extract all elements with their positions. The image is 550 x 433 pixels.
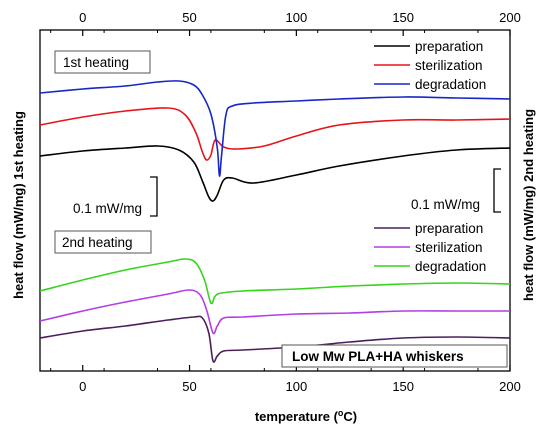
y-axis-title-left: heat flow (mW/mg) 1st heating (11, 111, 26, 299)
y-axis-title-right: heat flow (mW/mg) 2nd heating (521, 109, 536, 301)
x-tick-label-top-0: 0 (79, 10, 86, 25)
series-layer (39, 80, 511, 363)
x-tick-label-top-50: 50 (182, 10, 196, 25)
x-axis-title-degree: o (338, 408, 344, 418)
scale-label-left: 0.1 mW/mg (73, 201, 142, 216)
scale-label-right: 0.1 mW/mg (411, 197, 480, 212)
series-line-preparation-1st (39, 145, 511, 202)
x-axis-title: temperature (oC) (255, 408, 357, 424)
series-line-degradation-1st (39, 80, 511, 177)
x-tick-label-bottom-100: 100 (286, 379, 308, 394)
x-tick-label-bottom-50: 50 (182, 379, 196, 394)
sample-label-box (281, 344, 508, 368)
legend-label-preparation-1st: preparation (415, 39, 483, 54)
axis-ticks (50, 30, 511, 371)
second-heating-label: 2nd heating (62, 235, 133, 250)
x-tick-label-bottom-0: 0 (79, 379, 86, 394)
series-line-sterilization-1st (39, 107, 511, 161)
series-line-preparation-2nd (39, 315, 511, 363)
first-heating-label: 1st heating (63, 55, 129, 70)
scale-bar-right (493, 168, 501, 213)
x-tick-label-bottom-150: 150 (392, 379, 414, 394)
legend-label-degradation-2nd: degradation (415, 259, 486, 274)
legend-label-sterilization-1st: sterilization (415, 58, 483, 73)
x-tick-label-top-100: 100 (286, 10, 308, 25)
scale-bar-left (150, 176, 158, 217)
legend-label-sterilization-2nd: sterilization (415, 240, 483, 255)
x-tick-label-top-200: 200 (499, 10, 521, 25)
plot-frame (39, 29, 511, 372)
x-axis-title-suffix: C) (343, 409, 357, 424)
first-heating-box (54, 50, 151, 74)
x-tick-label-bottom-200: 200 (499, 379, 521, 394)
x-tick-label-top-150: 150 (392, 10, 414, 25)
x-axis-title-prefix: temperature ( (255, 409, 339, 424)
legend-label-preparation-2nd: preparation (415, 221, 483, 236)
second-heating-box (54, 230, 152, 254)
sample-label: Low Mw PLA+HA whiskers (292, 349, 464, 364)
legend-2nd-heating: preparation sterilization degradation (374, 221, 486, 274)
series-line-sterilization-2nd (39, 289, 510, 335)
legend-label-degradation-1st: degradation (415, 77, 486, 92)
x-tick-labels-top: 0 50 100 150 200 (79, 10, 521, 25)
legend-1st-heating: preparation sterilization degradation (374, 39, 486, 92)
series-line-degradation-2nd (39, 258, 511, 305)
x-tick-labels-bottom: 0 50 100 150 200 (79, 379, 521, 394)
